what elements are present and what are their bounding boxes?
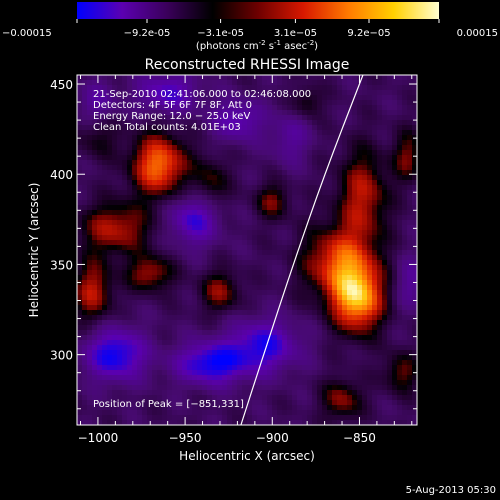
y-tick-label: 450 (50, 78, 73, 92)
info-line-time: 21-Sep-2010 02:41:06.000 to 02:46:08.000 (93, 89, 311, 100)
info-line-counts: Clean Total counts: 4.01E+03 (93, 122, 241, 133)
colorbar-tick-label: −3.1e-05 (197, 28, 244, 39)
colorbar-ticks: −0.00015 −9.2e-05 −3.1e-05 3.1e−05 9.2e−05 0.… (2, 19, 498, 39)
info-block: 21-Sep-2010 02:41:06.000 to 02:46:08.000… (93, 89, 311, 133)
colorbar-tick-label: −9.2e-05 (124, 28, 171, 39)
x-axis-label: Heliocentric X (arcsec) (179, 449, 315, 463)
colorbar-units-label: (photons cm-2 s-1 asec-2) (196, 39, 318, 52)
x-tick-label: −900 (256, 431, 289, 445)
x-tick-label: −950 (169, 431, 202, 445)
footer-date: 5-Aug-2013 05:30 (406, 485, 496, 496)
colorbar-tick-label: −0.00015 (2, 28, 52, 39)
info-line-detectors: Detectors: 4F 5F 6F 7F 8F, Att 0 (93, 100, 252, 111)
colorbar-tick-label: 9.2e−05 (347, 28, 390, 39)
solar-limb-curve (240, 75, 364, 425)
x-tick-label: −850 (343, 431, 376, 445)
colorbar-tick-label: 0.00015 (457, 28, 498, 39)
colorbar (77, 2, 439, 19)
y-tick-label: 350 (50, 258, 73, 272)
colorbar-tick-label: 3.1e−05 (274, 28, 317, 39)
info-line-energy: Energy Range: 12.0 − 25.0 keV (93, 111, 250, 122)
heatmap-image (77, 75, 417, 425)
y-axis-label: Heliocentric Y (arcsec) (27, 183, 41, 318)
y-tick-label: 300 (50, 349, 73, 363)
axis-ticks: −1000 −950 −900 −850 300 350 400 450 (50, 75, 417, 445)
x-tick-label: −1000 (78, 431, 119, 445)
y-tick-label: 400 (50, 168, 73, 182)
peak-position-label: Position of Peak = [−851,331] (93, 399, 244, 410)
chart-title: Reconstructed RHESSI Image (145, 57, 350, 73)
plot-frame (76, 74, 418, 426)
